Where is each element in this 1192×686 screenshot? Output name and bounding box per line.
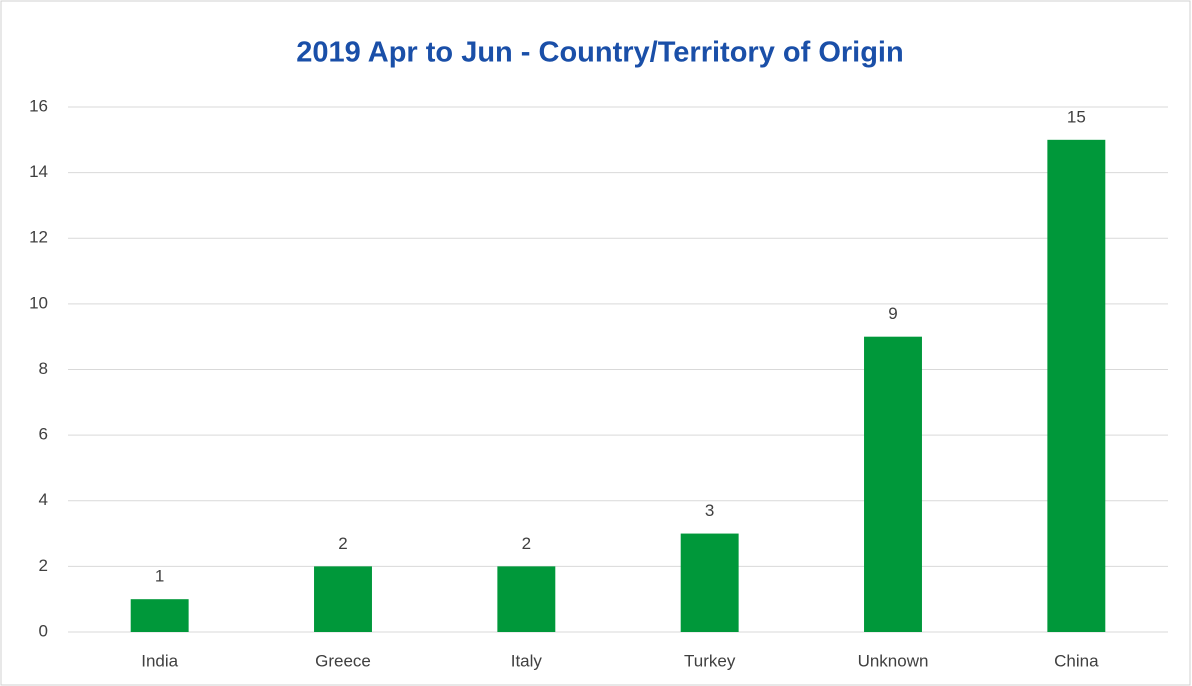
y-tick-label: 4	[39, 490, 48, 509]
y-tick-label: 0	[39, 621, 48, 640]
y-tick-label: 14	[29, 162, 48, 181]
y-tick-label: 12	[29, 228, 48, 247]
data-label: 1	[155, 567, 164, 586]
y-tick-label: 10	[29, 293, 48, 312]
bar	[1047, 139, 1106, 632]
data-label: 3	[705, 501, 714, 520]
data-label: 2	[338, 534, 347, 553]
data-label: 2	[522, 534, 531, 553]
x-tick-label: India	[141, 651, 178, 670]
x-tick-label: Turkey	[684, 651, 736, 670]
data-label: 15	[1067, 107, 1086, 126]
bar	[864, 336, 922, 632]
x-tick-label: China	[1054, 651, 1099, 670]
chart-title: 2019 Apr to Jun - Country/Territory of O…	[296, 37, 903, 69]
bar	[130, 599, 189, 632]
y-tick-label: 6	[39, 425, 48, 444]
bar	[314, 566, 372, 632]
x-tick-label: Greece	[315, 651, 371, 670]
y-tick-label: 2	[39, 556, 48, 575]
bar	[680, 533, 739, 632]
data-label: 9	[888, 304, 897, 323]
bar	[497, 566, 556, 632]
x-tick-label: Italy	[511, 651, 543, 670]
y-tick-label: 16	[29, 96, 48, 115]
x-tick-label: Unknown	[858, 651, 929, 670]
y-tick-label: 8	[39, 359, 48, 378]
